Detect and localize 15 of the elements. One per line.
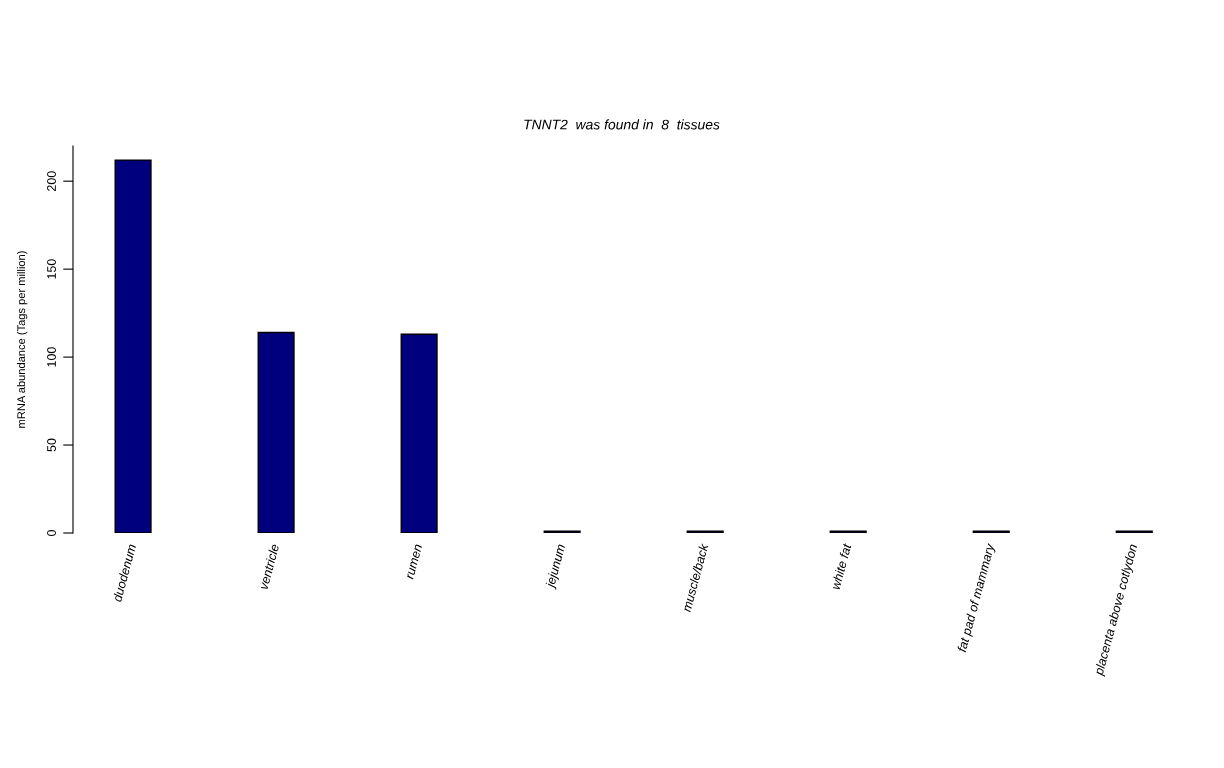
x-tick-label: white fat [830, 542, 852, 590]
bar [257, 331, 295, 533]
x-tick-label: ventricle [258, 543, 280, 590]
y-tick-label: 100 [47, 347, 56, 367]
x-tick-label: placenta above cotlydon [1093, 543, 1140, 677]
x-tick-label: jejunum [544, 543, 568, 590]
y-tick-label: 50 [47, 438, 56, 452]
y-tick-label: 150 [47, 259, 56, 279]
y-tick-label: 0 [47, 530, 56, 536]
bar [114, 159, 152, 533]
y-tick-label: 200 [47, 171, 56, 191]
x-tick-label: rumen [406, 544, 423, 580]
chart-title: TNNT2 was found in 8 tissues [524, 119, 720, 130]
bar [400, 333, 438, 533]
y-axis-title: mRNA abundance (Tags per million) [16, 251, 28, 428]
